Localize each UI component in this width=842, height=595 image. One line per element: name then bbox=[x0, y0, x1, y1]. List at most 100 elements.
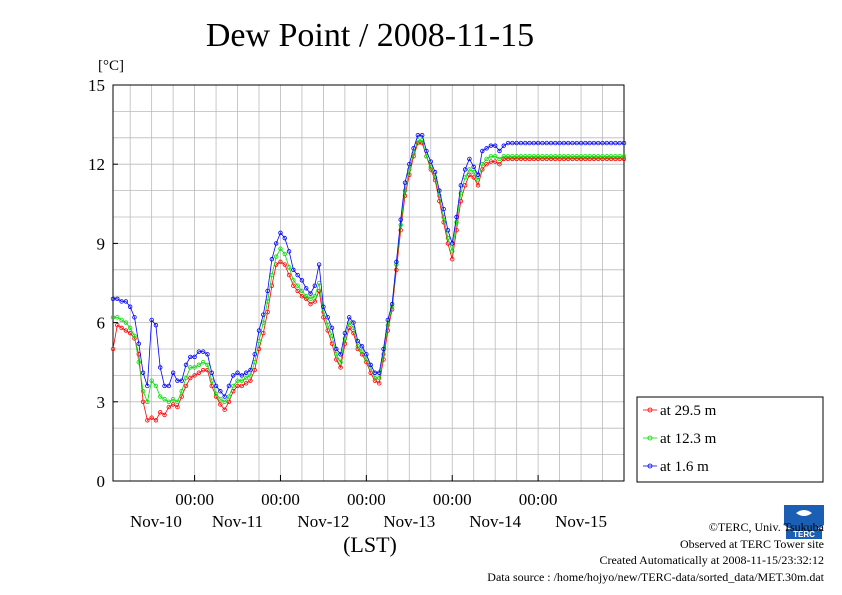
data-point bbox=[209, 378, 214, 383]
data-point bbox=[123, 299, 129, 304]
data-point bbox=[617, 154, 622, 159]
data-point bbox=[239, 378, 245, 383]
data-point bbox=[179, 389, 184, 394]
data-point bbox=[604, 156, 610, 162]
data-point bbox=[175, 378, 180, 383]
data-point bbox=[364, 352, 369, 357]
logo-band bbox=[786, 529, 822, 539]
data-point bbox=[308, 296, 313, 302]
data-point bbox=[523, 140, 528, 146]
data-point bbox=[299, 278, 305, 283]
data-point bbox=[239, 373, 245, 378]
data-point bbox=[518, 154, 524, 159]
data-point bbox=[200, 349, 206, 354]
data-point bbox=[166, 383, 172, 389]
data-point bbox=[600, 154, 605, 159]
data-point bbox=[557, 154, 562, 159]
data-point bbox=[501, 156, 506, 162]
data-point bbox=[321, 304, 326, 309]
data-point bbox=[441, 220, 446, 225]
data-point bbox=[213, 383, 219, 389]
x-axis-label: (LST) bbox=[343, 532, 397, 557]
data-point bbox=[235, 378, 240, 383]
data-point bbox=[591, 140, 597, 146]
x-day-label: Nov-11 bbox=[212, 512, 263, 531]
data-point bbox=[514, 156, 519, 162]
data-point bbox=[295, 288, 300, 294]
data-point bbox=[424, 148, 429, 154]
data-point bbox=[437, 188, 442, 193]
data-point bbox=[132, 315, 137, 320]
data-point bbox=[149, 378, 154, 383]
data-point bbox=[535, 140, 541, 146]
data-point bbox=[218, 389, 223, 394]
data-point bbox=[291, 278, 296, 283]
data-point bbox=[372, 378, 378, 383]
created-text: Created Automatically at 2008-11-15/23:3… bbox=[599, 553, 824, 567]
data-point bbox=[334, 357, 339, 362]
x-day-label: Nov-10 bbox=[130, 512, 182, 531]
data-point bbox=[346, 315, 352, 320]
data-point bbox=[183, 362, 189, 368]
data-point bbox=[531, 154, 537, 159]
data-point bbox=[381, 346, 386, 352]
logo-text: TERC bbox=[793, 530, 815, 539]
data-point bbox=[583, 154, 588, 159]
data-point bbox=[510, 156, 515, 162]
data-point bbox=[454, 220, 459, 225]
data-point bbox=[145, 418, 150, 423]
y-tick-label: 15 bbox=[88, 76, 105, 95]
data-point bbox=[574, 156, 579, 162]
data-point bbox=[205, 362, 210, 368]
data-point bbox=[110, 296, 116, 302]
data-point bbox=[149, 317, 154, 323]
data-point bbox=[196, 370, 202, 375]
series-group bbox=[110, 132, 627, 423]
x-day-label: Nov-12 bbox=[297, 512, 349, 531]
y-tick-label: 6 bbox=[97, 314, 106, 333]
data-point bbox=[621, 156, 627, 162]
x-day-label: Nov-14 bbox=[469, 512, 521, 531]
data-point bbox=[261, 330, 266, 336]
data-point bbox=[222, 407, 227, 412]
data-point bbox=[458, 191, 464, 196]
data-point bbox=[540, 154, 545, 159]
data-point bbox=[583, 156, 588, 162]
data-point bbox=[467, 167, 472, 172]
data-point bbox=[273, 254, 279, 259]
data-point bbox=[110, 315, 116, 320]
data-point bbox=[475, 183, 481, 188]
x-day-label: Nov-15 bbox=[555, 512, 607, 531]
data-point bbox=[175, 404, 180, 410]
data-point bbox=[115, 296, 120, 302]
data-point bbox=[153, 323, 159, 328]
data-point bbox=[334, 346, 339, 352]
data-point bbox=[158, 394, 163, 399]
data-point bbox=[407, 167, 412, 172]
data-point bbox=[445, 235, 451, 241]
data-point bbox=[192, 354, 197, 360]
data-point bbox=[497, 161, 502, 167]
data-point bbox=[119, 299, 124, 304]
data-point bbox=[574, 154, 579, 159]
observed-text: Observed at TERC Tower site bbox=[679, 536, 824, 551]
data-point bbox=[527, 140, 532, 146]
data-point bbox=[596, 156, 601, 162]
data-point bbox=[282, 262, 287, 267]
data-point bbox=[153, 418, 159, 423]
legend-swatch-marker bbox=[647, 463, 653, 469]
data-point bbox=[123, 328, 129, 333]
data-point bbox=[222, 394, 227, 399]
data-point bbox=[565, 154, 571, 159]
x-day-label: Nov-13 bbox=[383, 512, 435, 531]
data-point bbox=[312, 294, 318, 299]
data-point bbox=[497, 156, 502, 162]
data-point bbox=[372, 370, 378, 375]
data-point bbox=[308, 301, 313, 307]
credits-block: ©TERC, Univ. Tsukuba Observed at TERC To… bbox=[487, 519, 824, 585]
data-point bbox=[475, 177, 481, 183]
data-point bbox=[149, 415, 154, 420]
data-point bbox=[127, 304, 133, 309]
data-point bbox=[170, 402, 176, 407]
